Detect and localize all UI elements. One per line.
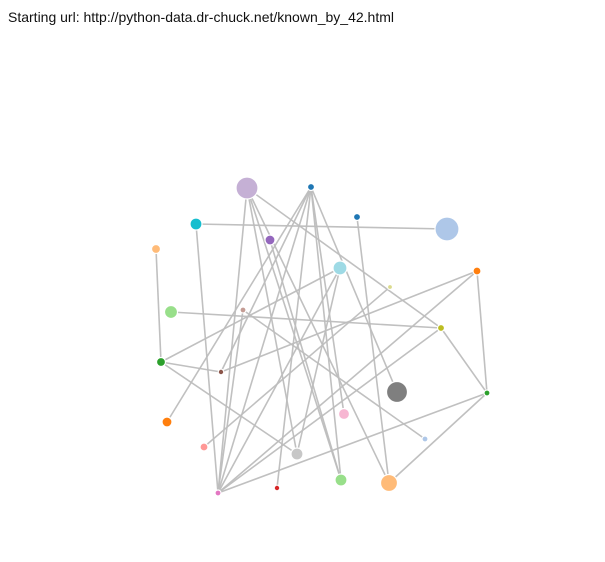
graph-node[interactable] [379,473,399,493]
graph-node[interactable] [189,217,203,231]
graph-node[interactable] [472,266,482,276]
graph-node[interactable] [306,182,316,192]
graph-link [217,186,312,494]
graph-node[interactable] [239,306,247,314]
graph-link [242,309,426,440]
graph-node[interactable] [214,489,222,497]
graph-node[interactable] [217,368,225,376]
starting-url-label: Starting url: [8,9,80,25]
graph-node[interactable] [273,484,281,492]
graph-link [217,327,442,494]
graph-node[interactable] [352,212,362,222]
node-layer [150,176,491,497]
graph-link [356,216,390,484]
graph-link [246,187,442,329]
graph-node[interactable] [161,416,173,428]
graph-link [217,187,248,494]
graph-node[interactable] [155,356,167,368]
graph-link [388,392,488,484]
graph-link [220,186,312,373]
graph-node[interactable] [163,304,179,320]
graph-node[interactable] [483,389,491,397]
graph-node[interactable] [332,260,348,276]
graph-link [160,361,298,455]
graph-node[interactable] [421,435,429,443]
graph-link [203,286,391,448]
graph-link [220,270,478,373]
starting-url-text: Starting url: http://python-data.dr-chuc… [8,9,394,25]
graph-node[interactable] [199,442,209,452]
graph-link [170,311,442,329]
graph-link [160,361,222,373]
graph-node[interactable] [436,323,446,333]
graph-link [310,186,398,393]
graph-link [440,327,488,394]
graph-link [296,267,341,455]
graph-link [195,223,448,230]
graph-node[interactable] [290,447,304,461]
graph-node[interactable] [434,216,460,242]
graph-node[interactable] [264,234,276,246]
starting-url-value: http://python-data.dr-chuck.net/known_by… [83,9,394,25]
graph-link [217,309,244,494]
graph-link [155,248,162,363]
graph-link [217,267,341,494]
graph-link [246,187,298,455]
graph-link [476,270,488,394]
graph-node[interactable] [334,473,348,487]
graph-node[interactable] [337,407,351,421]
graph-node[interactable] [150,243,162,255]
link-layer [155,186,488,494]
graph-node[interactable] [385,380,409,404]
graph-node[interactable] [386,283,394,291]
graph-node[interactable] [235,176,259,200]
graph-link [310,186,345,415]
graph-link [217,270,478,494]
graph-link [217,392,488,494]
graph-link [195,223,219,494]
graph-link [310,186,342,481]
